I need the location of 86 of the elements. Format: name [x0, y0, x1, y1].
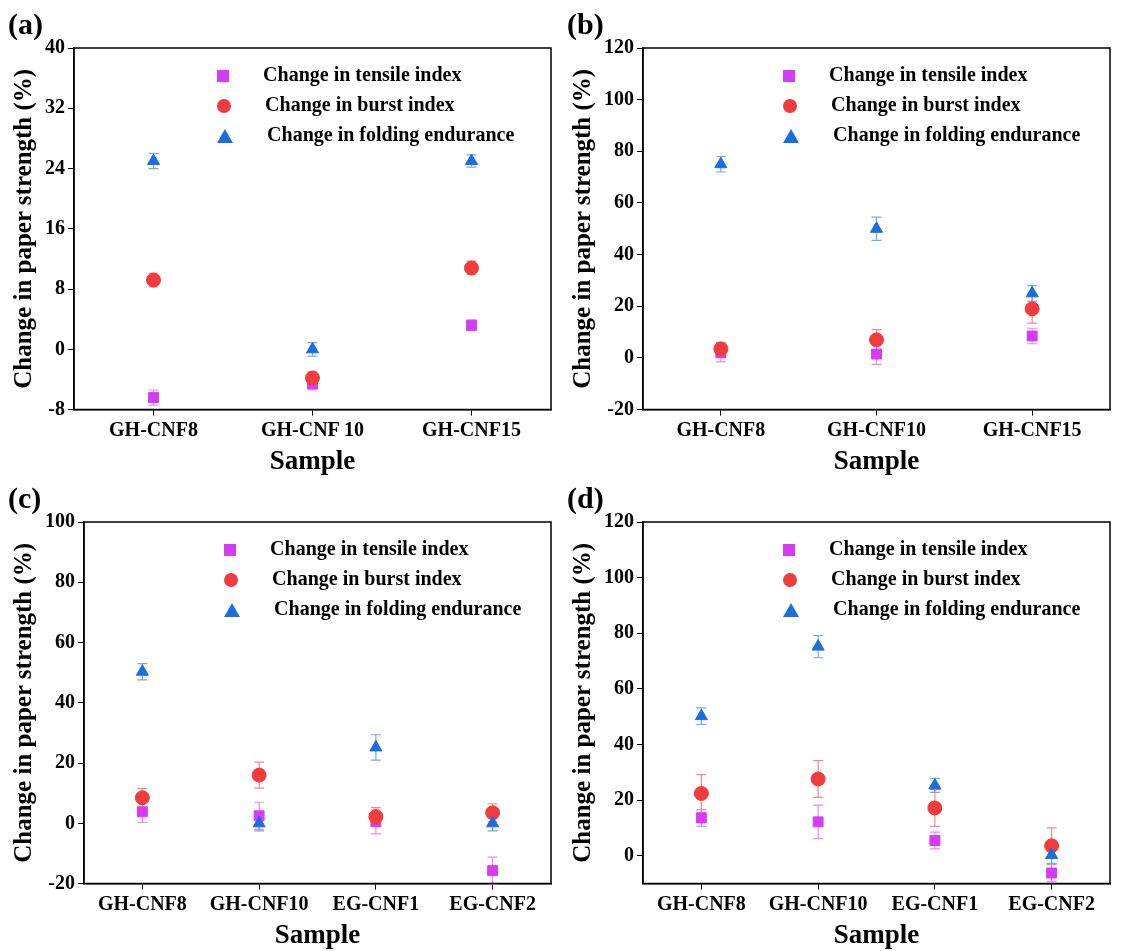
x-tick-label: EG-CNF1: [891, 891, 979, 914]
point: [869, 221, 884, 233]
y-tick-label: 20: [614, 293, 634, 316]
point: [135, 664, 149, 676]
y-axis-title: Change in paper strength (%): [9, 68, 38, 389]
y-tick-label: 80: [614, 138, 634, 161]
x-axis-title: Sample: [833, 918, 920, 949]
point: [714, 156, 728, 169]
legend-label: Change in folding endurance: [833, 122, 1081, 145]
y-tick-label: 8: [55, 276, 65, 299]
x-tick-label: GH-CNF8: [676, 417, 766, 440]
y-tick-label: -20: [607, 396, 634, 419]
chart-title: (b): [567, 6, 604, 41]
y-tick-label: 80: [55, 569, 75, 592]
y-tick-label: 120: [604, 35, 634, 58]
y-tick-label: 16: [45, 215, 65, 238]
point: [694, 708, 708, 721]
point: [871, 348, 882, 360]
y-tick-label: 100: [604, 86, 634, 109]
y-axis-title: Change in paper strength (%): [568, 68, 597, 389]
legend-label: Change in burst index: [831, 566, 1021, 589]
legend-label: Change in burst index: [265, 92, 455, 115]
y-tick-label: 100: [604, 564, 634, 587]
y-tick-label: 32: [45, 95, 65, 118]
y-tick-label: 20: [614, 787, 634, 810]
x-tick-label: GH-CNF15: [982, 417, 1082, 440]
y-tick-label: 24: [45, 155, 65, 178]
point: [869, 332, 884, 348]
y-tick-label: 20: [55, 750, 75, 773]
y-tick-label: -8: [48, 396, 65, 419]
point: [487, 865, 499, 877]
x-tick-label: GH-CNF8: [97, 891, 187, 914]
legend-label: Change in tensile index: [829, 536, 1028, 559]
chart-title: (d): [567, 480, 604, 515]
y-tick-label: 40: [614, 731, 634, 754]
point: [927, 800, 943, 816]
x-tick-label: GH-CNF10: [768, 891, 868, 914]
point: [929, 835, 941, 846]
x-tick-label: GH-CNF15: [422, 417, 521, 440]
y-axis-title: Change in paper strength (%): [9, 542, 38, 863]
chart-title: (c): [8, 480, 42, 515]
y-tick-label: 60: [614, 676, 634, 699]
x-tick-label: EG-CNF2: [449, 891, 536, 914]
y-tick-label: 0: [624, 345, 634, 368]
legend-label: Change in folding endurance: [267, 122, 515, 145]
x-tick-label: GH-CNF10: [209, 891, 309, 914]
x-axis-title: Sample: [274, 918, 361, 949]
point: [693, 785, 709, 801]
x-tick-label: GH-CNF 10: [260, 417, 365, 440]
y-tick-label: 40: [55, 689, 75, 712]
point: [369, 739, 383, 752]
point: [810, 771, 826, 787]
x-tick-label: EG-CNF1: [332, 891, 420, 914]
chart-title: (a): [8, 6, 43, 41]
x-tick-label: GH-CNF8: [656, 891, 746, 914]
point: [1025, 285, 1039, 298]
point: [136, 806, 148, 818]
legend-label: Change in burst index: [272, 566, 462, 589]
y-tick-label: -20: [48, 870, 75, 893]
y-tick-label: 40: [45, 35, 65, 58]
y-tick-label: 60: [614, 190, 634, 213]
legend-label: Change in folding endurance: [274, 596, 522, 619]
point: [812, 816, 824, 828]
y-tick-label: 0: [624, 842, 634, 865]
legend-label: Change in tensile index: [263, 62, 462, 85]
y-tick-label: 100: [45, 509, 75, 532]
legend-label: Change in burst index: [831, 92, 1021, 115]
point: [1024, 301, 1040, 317]
point: [251, 767, 267, 783]
y-tick-label: 80: [614, 620, 634, 643]
y-axis-title: Change in paper strength (%): [568, 542, 597, 863]
x-tick-label: GH-CNF10: [827, 417, 926, 440]
y-tick-label: 0: [65, 810, 75, 833]
x-tick-label: EG-CNF2: [1008, 891, 1095, 914]
x-tick-label: GH-CNF8: [109, 417, 198, 440]
y-tick-label: 120: [604, 509, 634, 532]
legend-label: Change in tensile index: [270, 536, 469, 559]
x-axis-title: Sample: [269, 444, 356, 475]
x-axis-title: Sample: [833, 444, 920, 475]
y-tick-label: 40: [614, 241, 634, 264]
y-tick-label: 60: [55, 629, 75, 652]
legend-label: Change in folding endurance: [833, 596, 1081, 619]
y-tick-label: 0: [55, 336, 65, 359]
point: [146, 153, 161, 165]
legend-label: Change in tensile index: [829, 62, 1028, 85]
point: [811, 639, 825, 651]
